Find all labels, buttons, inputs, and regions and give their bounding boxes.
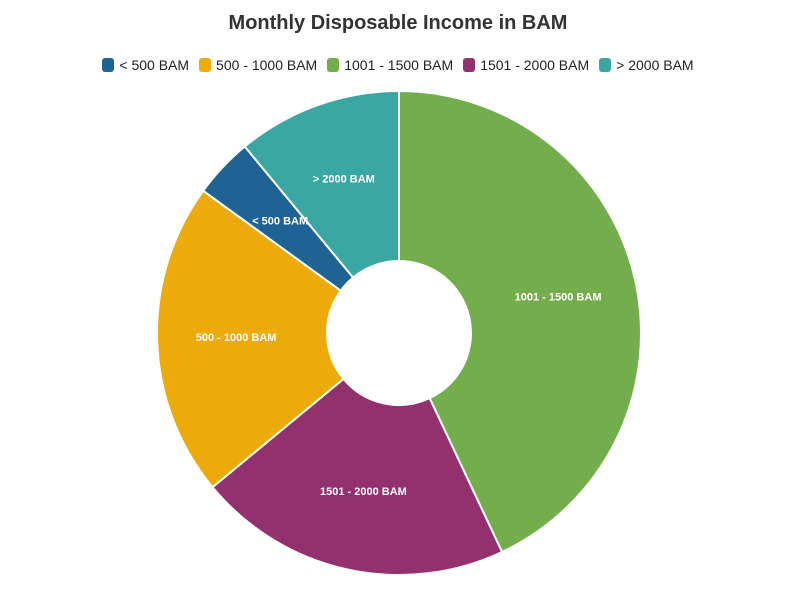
labels-group: 1001 - 1500 BAM 1501 - 2000 BAM 500 - 1000… (196, 174, 602, 498)
legend-swatch (199, 58, 212, 72)
legend-label: < 500 BAM (119, 57, 190, 73)
legend-swatch (327, 58, 340, 72)
legend-swatch (102, 58, 115, 72)
legend-label: 500 - 1000 BAM (216, 57, 318, 73)
pie-slice[interactable] (243, 89, 400, 279)
legend-swatch (599, 58, 612, 72)
legend-item[interactable]: 1501 - 2000 BAM (463, 57, 589, 73)
pie-slice[interactable] (156, 189, 345, 489)
slice-label: 1501 - 2000 BAM (320, 486, 407, 498)
pie-slice[interactable] (398, 89, 642, 554)
legend-label: 1001 - 1500 BAM (344, 57, 454, 73)
legend-item[interactable]: 1001 - 1500 BAM (327, 57, 453, 73)
legend-item[interactable]: < 500 BAM (102, 57, 189, 73)
slice-label: > 2000 BAM (313, 174, 375, 186)
chart-title: Monthly Disposable Income in BAM (228, 12, 568, 34)
legend-label: 1501 - 2000 BAM (480, 57, 590, 73)
slices-group (156, 89, 642, 576)
slice-label: 500 - 1000 BAM (196, 332, 277, 344)
legend-label: > 2000 BAM (616, 57, 694, 73)
legend-swatch (463, 58, 476, 72)
slice-label: 1001 - 1500 BAM (515, 291, 602, 303)
slice-label: < 500 BAM (252, 215, 308, 227)
legend: < 500 BAM 500 - 1000 BAM 1001 - 1500 BAM 15… (0, 57, 796, 73)
legend-item[interactable]: 500 - 1000 BAM (199, 57, 317, 73)
legend-item[interactable]: > 2000 BAM (599, 57, 694, 73)
